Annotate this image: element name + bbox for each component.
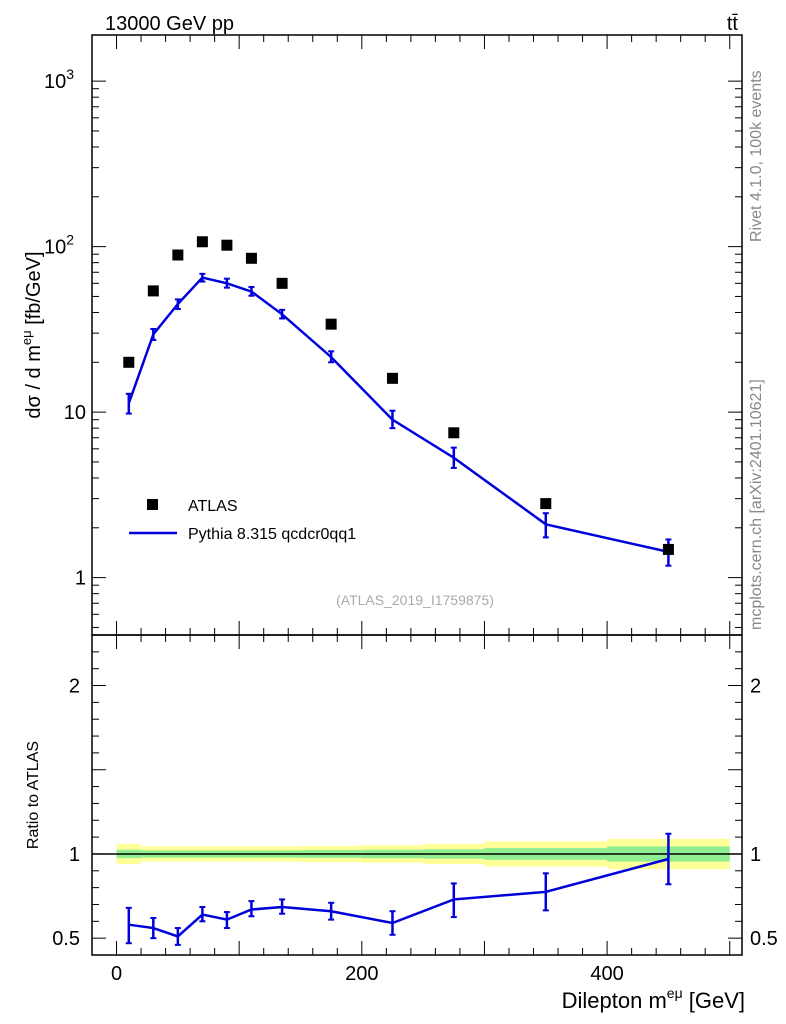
x-axis-label: Dilepton meμ [GeV] [562,985,745,1013]
data-point [662,543,674,555]
data-point [448,427,460,439]
data-point [172,249,184,261]
analysis-label: (ATLAS_2019_I1759875) [336,592,494,608]
mc-line [127,276,669,554]
rivet-label: Rivet 4.1.0, 100k events [748,70,765,242]
ratio-panel: 0.5 0.5 1 1 2 2 0 200 400 [52,634,778,985]
legend-label-pythia: Pythia 8.315 qcdcr0qq1 [188,526,356,543]
main-y-axis-title: dσ / d meμ [fb/GeV] [19,251,45,418]
ratio-y-tick-label-right: 0.5 [750,928,778,950]
data-point [221,239,233,251]
data-point [325,318,337,330]
legend-label-atlas: ATLAS [188,498,238,515]
data-point [196,236,208,248]
data-point [245,252,257,264]
ratio-y-tick-label-left: 0.5 [52,928,80,950]
main-frame [91,34,743,636]
ratio-frame [91,634,743,956]
source-label: mcplots.cern.ch [arXiv:2401.10621] [748,379,765,630]
legend-marker-atlas [147,499,158,510]
main-y-tick-label: 1 [75,568,86,590]
x-tick-label: 200 [345,963,378,985]
main-y-tick-label: 10 [64,402,86,424]
ratio-y-tick-label-right: 2 [750,676,761,698]
ratio-y-tick-label-left: 2 [69,676,80,698]
data-point [386,372,398,384]
data-point [276,277,288,289]
ratio-mc-line [128,857,669,938]
x-tick-label: 0 [111,963,122,985]
legend: ATLAS Pythia 8.315 qcdcr0qq1 [129,498,356,543]
data-point [123,356,135,368]
energy-label: 13000 GeV pp [105,13,234,35]
x-tick-label: 400 [590,963,623,985]
ratio-y-tick-label-left: 1 [69,844,80,866]
main-y-tick-label: 103 [44,66,74,93]
data-point [540,498,552,510]
ratio-y-tick-label-right: 1 [750,844,761,866]
main-y-axis-label: dσ / d meμ [fb/GeV] [19,251,45,418]
ratio-y-axis-label: Ratio to ATLAS [25,741,42,849]
process-label: tt̄ [727,13,739,35]
data-point [147,285,159,297]
main-y-tick-label: 102 [44,232,74,259]
main-panel: 1 10 102 103 [44,34,743,636]
